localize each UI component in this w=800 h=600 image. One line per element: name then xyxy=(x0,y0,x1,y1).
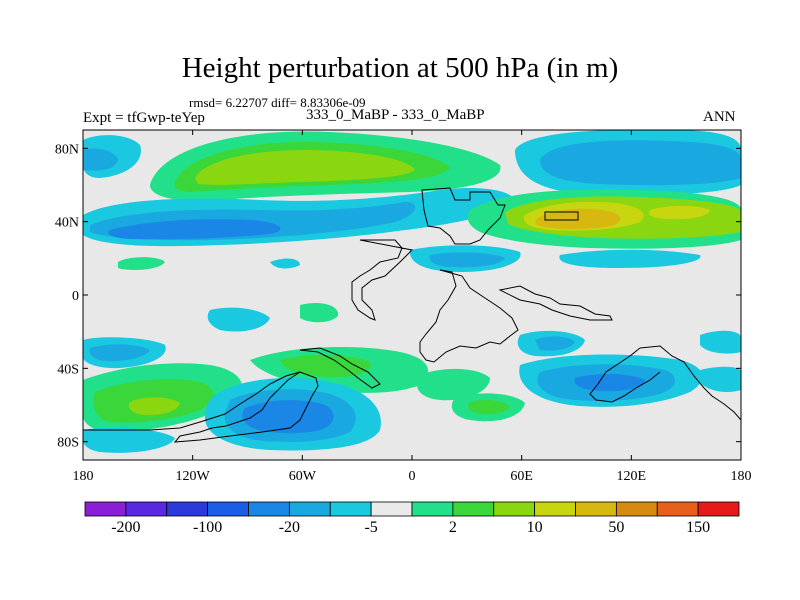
lon-tick-label: 180 xyxy=(73,469,94,484)
colorbar-label: 2 xyxy=(449,519,457,536)
lon-tick-label: 120W xyxy=(176,469,211,484)
contour-region-south-positive xyxy=(83,347,525,433)
colorbar-labels: -200 -100 -20 -5 2 10 50 150 xyxy=(111,519,710,536)
lon-tick-label: 0 xyxy=(409,469,416,484)
colorbar-label: -20 xyxy=(279,519,300,536)
colorbar-swatch xyxy=(248,501,290,517)
case-label: 333_0_MaBP - 333_0_MaBP xyxy=(306,107,485,123)
contour-region-south-negative-west xyxy=(83,303,741,369)
colorbar-label: -5 xyxy=(364,519,377,536)
colorbar-swatch xyxy=(656,501,699,517)
colorbar-label: 10 xyxy=(527,519,543,536)
colorbar-swatch xyxy=(370,501,413,517)
lon-tick-label: 120E xyxy=(617,469,647,484)
colorbar-swatch xyxy=(207,501,249,517)
lon-tick-label: 60E xyxy=(510,469,533,484)
lat-tick-label: 40N xyxy=(55,216,79,231)
colorbar-swatch xyxy=(697,501,740,517)
lat-tick-label: 40S xyxy=(57,362,79,377)
colorbar-swatch xyxy=(575,501,617,517)
statistics-line: rmsd= 6.22707 diff= 8.83306e-09 xyxy=(189,95,366,110)
colorbar-swatch xyxy=(288,501,331,517)
colorbar-label: 150 xyxy=(686,519,710,536)
colorbar-swatch xyxy=(411,501,454,517)
contour-region-asia-positive xyxy=(467,189,741,249)
lat-tick-label: 80S xyxy=(57,436,79,451)
contour-region-south-negative-east xyxy=(83,354,741,453)
colorbar-label: -200 xyxy=(111,519,140,536)
latitude-axis: 80N 40N 0 40S 80S xyxy=(55,142,741,451)
colorbar-label: -100 xyxy=(193,519,222,536)
lat-tick-label: 80N xyxy=(55,142,79,157)
lat-tick-label: 0 xyxy=(72,289,79,304)
colorbar-swatch xyxy=(84,501,127,517)
colorbar-swatch xyxy=(534,501,576,517)
colorbar-swatch xyxy=(452,501,495,517)
contour-region-north-positive xyxy=(150,131,501,201)
colorbar-swatch xyxy=(615,501,658,517)
contour-map xyxy=(83,130,741,460)
contour-region-northeast-negative xyxy=(83,130,741,195)
colorbar-label: 50 xyxy=(608,519,624,536)
colorbar-swatch xyxy=(329,501,372,517)
colorbar xyxy=(84,501,740,517)
colorbar-swatch xyxy=(125,501,168,517)
plot-title: Height perturbation at 500 hPa (in m) xyxy=(181,52,619,84)
colorbar-swatch xyxy=(493,501,536,517)
experiment-label: Expt = tfGwp-teYep xyxy=(83,110,205,126)
longitude-axis: 180 120W 60W 0 60E 120E 180 xyxy=(73,130,752,484)
coastlines xyxy=(83,187,741,443)
colorbar-swatch xyxy=(166,501,209,517)
contour-region-midlat-negative xyxy=(83,188,701,272)
season-label: ANN xyxy=(703,109,736,125)
lon-tick-label: 60W xyxy=(289,469,317,484)
lon-tick-label: 180 xyxy=(731,469,752,484)
